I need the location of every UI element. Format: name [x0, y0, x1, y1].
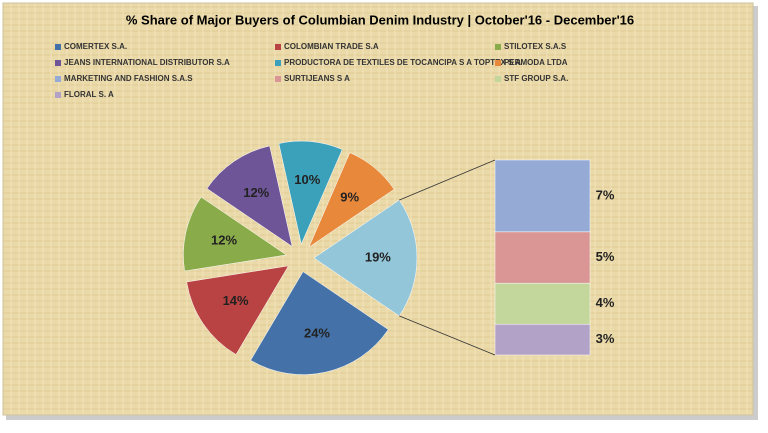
- pie-slice: [183, 196, 287, 272]
- data-label: 5%: [596, 249, 615, 264]
- chart-title: % Share of Major Buyers of Columbian Den…: [126, 12, 634, 27]
- legend-label: COLOMBIAN TRADE S.A: [284, 42, 379, 51]
- bar-segment: [494, 159, 591, 233]
- legend-swatch: [55, 76, 61, 82]
- data-label: 10%: [294, 172, 320, 187]
- legend-label: STF GROUP S.A.: [504, 74, 568, 83]
- data-label: 3%: [596, 331, 615, 346]
- legend-swatch: [55, 60, 61, 66]
- legend-label: PRODUCTORA DE TEXTILES DE TOCANCIPA S A …: [284, 58, 521, 67]
- bar-segment: [494, 323, 591, 356]
- data-label: 9%: [340, 189, 359, 204]
- legend-swatch: [55, 92, 61, 98]
- legend-swatch: [495, 76, 501, 82]
- legend-label: FLORAL S. A: [64, 90, 114, 99]
- legend-swatch: [275, 60, 281, 66]
- bar-segment: [494, 282, 591, 325]
- background: [2, 2, 754, 416]
- pie-slice: [186, 265, 289, 355]
- legend-label: PERMODA LTDA: [504, 58, 568, 67]
- legend-swatch: [495, 60, 501, 66]
- legend-label: JEANS INTERNATIONAL DISTRIBUTOR S.A: [64, 58, 230, 67]
- pie-slice: [308, 152, 395, 248]
- legend-swatch: [495, 44, 501, 50]
- data-label: 24%: [304, 325, 330, 340]
- data-label: 7%: [596, 187, 615, 202]
- data-label: 4%: [596, 295, 615, 310]
- pie-slice: [313, 199, 418, 317]
- data-label: 14%: [223, 293, 249, 308]
- connector: [399, 159, 496, 201]
- legend-swatch: [275, 44, 281, 50]
- legend-swatch: [275, 76, 281, 82]
- legend-label: MARKETING AND FASHION S.A.S: [64, 74, 193, 83]
- pie-slice: [250, 271, 389, 375]
- legend-label: COMERTEX S.A.: [64, 42, 127, 51]
- legend-label: SURTIJEANS S A: [284, 74, 350, 83]
- data-label: 12%: [211, 232, 237, 247]
- connector: [399, 315, 496, 356]
- pie-slice: [278, 140, 343, 245]
- pie-slice: [206, 145, 293, 247]
- bar-segment: [494, 231, 591, 284]
- data-label: 19%: [365, 249, 391, 264]
- data-label: 12%: [243, 185, 269, 200]
- legend-swatch: [55, 44, 61, 50]
- legend-label: STILOTEX S.A.S: [504, 42, 567, 51]
